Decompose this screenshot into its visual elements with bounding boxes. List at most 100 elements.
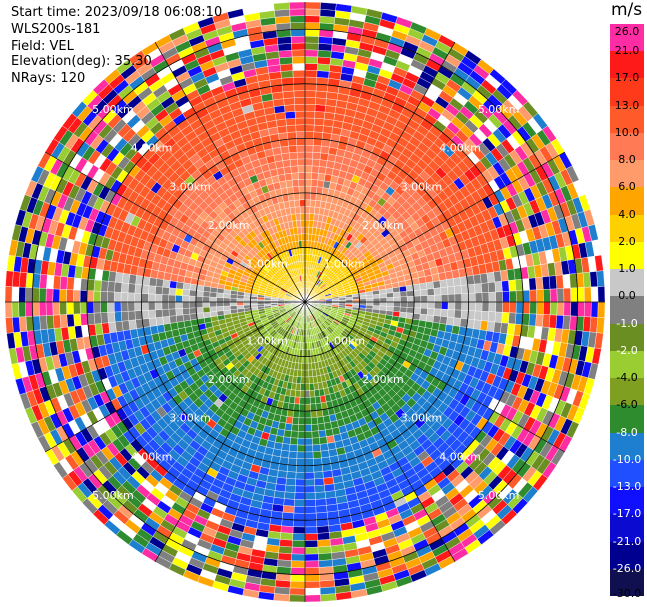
range-gate (529, 301, 537, 315)
range-gate (316, 63, 331, 72)
range-gate (318, 552, 333, 561)
range-gate (100, 301, 108, 313)
range-gate (284, 491, 296, 500)
range-gate (188, 301, 197, 309)
range-gate (461, 301, 469, 311)
range-gate (577, 287, 585, 303)
range-gate (223, 301, 231, 307)
range-gate (216, 306, 224, 312)
range-gate (304, 83, 317, 92)
range-gate (175, 301, 183, 309)
range-gate (563, 301, 572, 317)
range-gate (304, 390, 311, 398)
range-gate (393, 296, 401, 303)
range-gate (515, 301, 524, 314)
range-gate (148, 293, 156, 303)
range-gate (279, 532, 294, 541)
range-gate (406, 296, 415, 303)
range-gate (304, 226, 310, 235)
range-gate (570, 301, 578, 317)
range-gate (168, 308, 177, 317)
range-gate (309, 390, 316, 398)
range-gate (589, 316, 598, 333)
range-gate (182, 307, 190, 315)
range-gate (66, 276, 75, 291)
range-gate (562, 274, 571, 289)
range-gate (202, 291, 211, 298)
range-gate (468, 301, 476, 312)
range-gate (400, 296, 408, 303)
range-gate (426, 314, 434, 323)
range-gate (313, 138, 323, 147)
range-gate (304, 553, 319, 562)
range-gate (297, 438, 306, 446)
range-gate (291, 546, 306, 555)
range-gate (304, 540, 318, 548)
range-gate (281, 443, 291, 452)
range-gate (434, 294, 442, 303)
range-gate (189, 307, 197, 315)
range-gate (162, 279, 171, 288)
range-gate (577, 301, 585, 317)
range-gate (243, 301, 251, 306)
range-gate (320, 2, 337, 11)
range-gate (549, 301, 558, 316)
range-gate (127, 310, 136, 321)
range-gate (420, 301, 428, 309)
range-gate (93, 301, 101, 314)
range-gate (453, 277, 462, 287)
range-gate (293, 512, 306, 521)
range-gate (295, 465, 306, 473)
range-gate (372, 297, 381, 303)
range-gate (304, 158, 313, 166)
range-gate (542, 314, 551, 328)
range-gate (322, 470, 333, 479)
range-gate (420, 307, 428, 315)
range-gate (447, 293, 456, 303)
range-gate (304, 478, 315, 487)
range-gate (365, 294, 374, 299)
range-gate (304, 117, 315, 126)
range-gate (555, 274, 564, 289)
range-gate (229, 305, 238, 310)
range-gate (290, 567, 306, 575)
range-gate (277, 552, 292, 561)
range-gate (304, 560, 320, 569)
range-gate (501, 312, 510, 324)
range-gate (290, 574, 306, 582)
range-gate (590, 301, 599, 318)
range-gate (426, 288, 435, 296)
range-gate (162, 316, 171, 325)
range-gate (319, 586, 336, 595)
range-gate (304, 424, 312, 432)
range-gate (93, 290, 101, 303)
range-gate (202, 296, 210, 303)
range-gate (315, 83, 328, 92)
range-gate (155, 278, 164, 288)
range-gate (314, 118, 325, 126)
range-gate (304, 185, 312, 194)
range-gate (406, 301, 415, 308)
range-gate (169, 280, 178, 289)
range-gate (283, 429, 292, 438)
range-gate (309, 199, 316, 208)
range-gate (148, 285, 156, 295)
range-gate (304, 594, 321, 603)
range-gate (73, 301, 81, 315)
range-gate (304, 574, 320, 582)
range-gate (257, 301, 265, 305)
range-gate (310, 186, 318, 194)
range-gate (12, 316, 21, 333)
range-gate (304, 512, 317, 521)
range-gate (522, 290, 531, 303)
range-gate (379, 293, 387, 299)
range-gate (304, 397, 311, 405)
range-gate (314, 396, 322, 404)
range-gate (304, 35, 320, 44)
range-gate (399, 306, 408, 313)
range-gate (100, 312, 109, 324)
range-gate (59, 276, 68, 290)
range-gate (148, 309, 156, 319)
range-gate (319, 579, 336, 589)
range-gate (18, 286, 26, 303)
